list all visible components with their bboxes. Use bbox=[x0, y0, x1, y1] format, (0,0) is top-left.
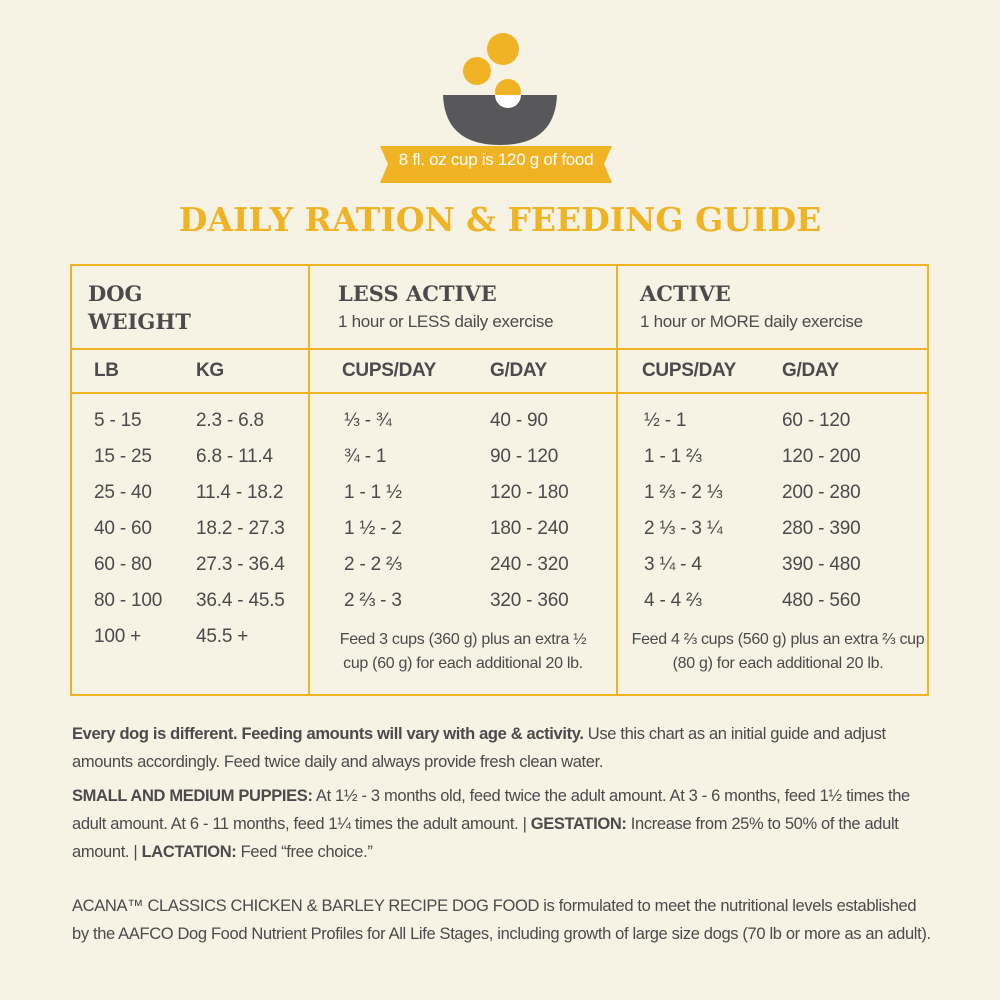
note-text: ACANA™ CLASSICS CHICKEN & BARLEY RECIPE … bbox=[72, 897, 931, 943]
table-cell: 120 - 200 bbox=[782, 446, 861, 467]
table-cell: 1 ½ - 2 bbox=[344, 518, 402, 539]
table-cell: 2 ⅓ - 3 ¼ bbox=[644, 518, 723, 539]
food-ball bbox=[487, 33, 519, 65]
table-cell: 27.3 - 36.4 bbox=[196, 554, 285, 575]
bowl-illustration bbox=[380, 33, 612, 183]
table-cell: ¾ - 1 bbox=[344, 446, 387, 467]
table-cell: 15 - 25 bbox=[94, 446, 152, 467]
group-title: LESS ACTIVE bbox=[338, 281, 497, 306]
table-cell: 45.5 + bbox=[196, 626, 249, 647]
table-cell: 2 - 2 ⅔ bbox=[344, 554, 402, 575]
table-cell: 240 - 320 bbox=[490, 554, 569, 575]
note-text: At 1½ - 3 months old, feed twice the adu… bbox=[72, 787, 910, 833]
table-cell: 320 - 360 bbox=[490, 590, 569, 611]
table-cell: 40 - 90 bbox=[490, 410, 548, 431]
column-header: KG bbox=[196, 360, 224, 381]
table-cell: 180 - 240 bbox=[490, 518, 569, 539]
note-text: Increase from 25% to 50% of the adult am… bbox=[72, 815, 899, 861]
feeding-table: DOG WEIGHT LESS ACTIVE 1 hour or LESS dail… bbox=[70, 264, 929, 696]
table-cell: 90 - 120 bbox=[490, 446, 559, 467]
table-cell: 4 - 4 ⅔ bbox=[644, 590, 702, 611]
note-paragraph: SMALL AND MEDIUM PUPPIES: At 1½ - 3 mont… bbox=[72, 782, 932, 866]
table-cell: 3 ¼ - 4 bbox=[644, 554, 702, 575]
table-cell: 11.4 - 18.2 bbox=[196, 482, 284, 503]
table-cell: 5 - 15 bbox=[94, 410, 142, 431]
group-title: ACTIVE bbox=[640, 281, 731, 306]
group-subtitle: 1 hour or MORE daily exercise bbox=[640, 312, 863, 331]
table-cell: 1 ⅔ - 2 ⅓ bbox=[644, 482, 723, 503]
divider bbox=[308, 266, 310, 694]
divider bbox=[616, 266, 618, 694]
group-title: DOG WEIGHT bbox=[88, 281, 191, 334]
table-cell: 480 - 560 bbox=[782, 590, 861, 611]
table-cell: 6.8 - 11.4 bbox=[196, 446, 273, 467]
column-header: G/DAY bbox=[490, 360, 547, 381]
table-cell: 25 - 40 bbox=[94, 482, 152, 503]
group-subtitle: 1 hour or LESS daily exercise bbox=[338, 312, 554, 331]
title: DAILY RATION & FEEDING GUIDE bbox=[178, 200, 822, 239]
feed-note: Feed 4 ⅔ cups (560 g) plus an extra ⅔ cu… bbox=[631, 631, 925, 672]
table-cell: 80 - 100 bbox=[94, 590, 163, 611]
table-cell: ½ - 1 bbox=[644, 410, 687, 431]
column-header: G/DAY bbox=[782, 360, 839, 381]
note-text: Feed “free choice.” bbox=[236, 843, 373, 861]
table-cell: 100 + bbox=[94, 626, 142, 647]
table-cell: 390 - 480 bbox=[782, 554, 861, 575]
food-ball bbox=[463, 57, 491, 85]
table-cell: 1 - 1 ½ bbox=[344, 482, 402, 503]
table-cell: ⅓ - ¾ bbox=[344, 410, 392, 431]
food-ball-cut bbox=[495, 95, 521, 108]
note-paragraph: Every dog is different. Feeding amounts … bbox=[72, 720, 932, 776]
note-bold: SMALL AND MEDIUM PUPPIES: bbox=[72, 787, 313, 805]
table-cell: 2 ⅔ - 3 bbox=[344, 590, 402, 611]
banner-text: 8 fl. oz cup is 120 g of food bbox=[398, 150, 594, 169]
divider bbox=[72, 348, 927, 350]
table-cell: 36.4 - 45.5 bbox=[196, 590, 285, 611]
feed-note: Feed 3 cups (360 g) plus an extra ½ cup … bbox=[339, 631, 587, 672]
column-header: LB bbox=[94, 360, 119, 381]
note-paragraph: ACANA™ CLASSICS CHICKEN & BARLEY RECIPE … bbox=[72, 892, 932, 948]
divider bbox=[72, 392, 927, 394]
note-bold: GESTATION: bbox=[530, 815, 627, 833]
table-cell: 200 - 280 bbox=[782, 482, 861, 503]
column-header: CUPS/DAY bbox=[342, 360, 437, 381]
table-cell: 40 - 60 bbox=[94, 518, 152, 539]
bowl bbox=[443, 95, 557, 145]
table-cell: 280 - 390 bbox=[782, 518, 861, 539]
table-cell: 18.2 - 27.3 bbox=[196, 518, 285, 539]
table-cell: 60 - 80 bbox=[94, 554, 152, 575]
table-cell: 2.3 - 6.8 bbox=[196, 410, 264, 431]
table-cell: 1 - 1 ⅔ bbox=[644, 446, 702, 467]
column-header: CUPS/DAY bbox=[642, 360, 737, 381]
note-bold: LACTATION: bbox=[141, 843, 237, 861]
banner-ribbon bbox=[380, 146, 612, 183]
note-bold: Every dog is different. Feeding amounts … bbox=[72, 725, 584, 743]
note-text: Use this chart as an initial guide and a… bbox=[72, 725, 886, 771]
table-cell: 120 - 180 bbox=[490, 482, 569, 503]
table-cell: 60 - 120 bbox=[782, 410, 851, 431]
